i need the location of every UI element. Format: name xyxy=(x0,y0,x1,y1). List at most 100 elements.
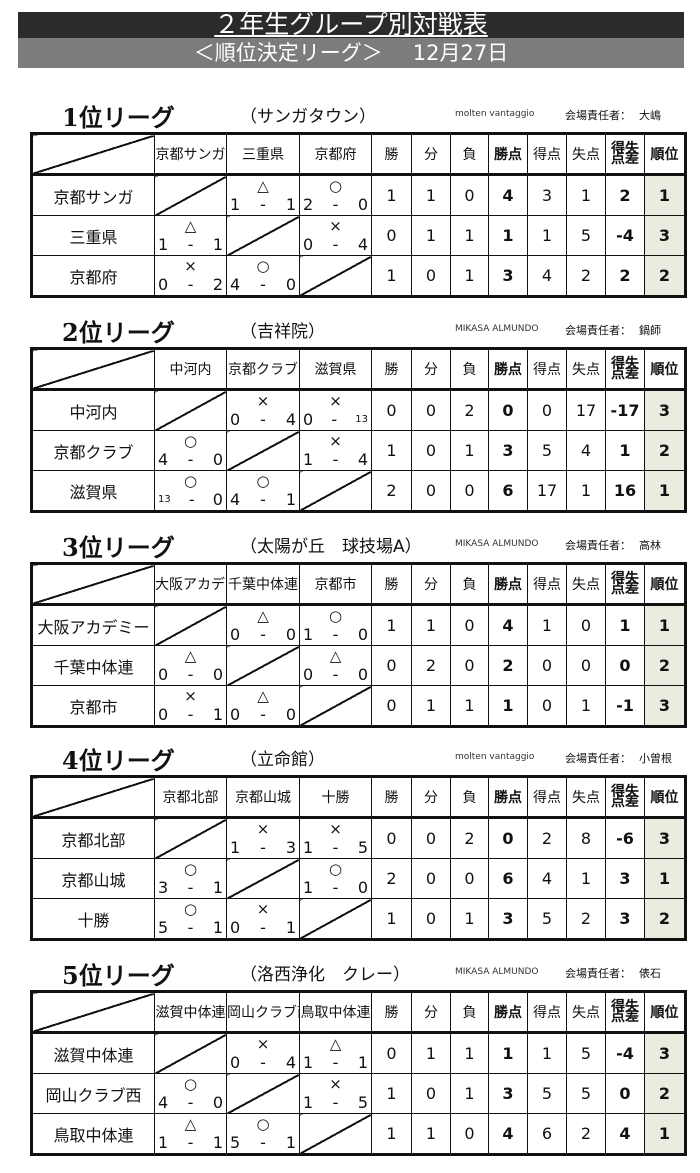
goals-for: 0 xyxy=(230,705,241,724)
column-header-win: 勝 xyxy=(371,348,412,390)
goals-for: 4 xyxy=(158,450,169,469)
self-match-cell xyxy=(154,1032,227,1074)
match-score: 5-1 xyxy=(158,919,223,937)
goals-against: 0 xyxy=(357,878,368,897)
table-row: 京都府 × 0-2 ○ 4-0 1 0 1 3 4 2 2 2 xyxy=(31,255,686,297)
header-row: 滋賀中体連岡山クラブ西鳥取中体連勝分負勝点得点失点得失点差順位 xyxy=(31,991,686,1033)
match-score: 0-0 xyxy=(230,626,296,644)
score-dash: - xyxy=(187,1093,194,1112)
stat-gd: 3 xyxy=(605,898,645,940)
goals-against: 1 xyxy=(212,235,223,254)
match-score: 0-0 xyxy=(303,666,368,684)
column-header-win: 勝 xyxy=(371,133,412,175)
match-result: × 1-5 xyxy=(299,1073,372,1114)
match-score: 1-4 xyxy=(303,451,368,469)
match-result: × 0-4 xyxy=(226,1032,300,1074)
stat-points: 3 xyxy=(488,255,528,297)
goals-for: 0 xyxy=(158,705,169,724)
stat-points: 4 xyxy=(488,174,528,216)
stat-gf: 1 xyxy=(527,1032,567,1074)
score-dash: - xyxy=(260,1053,266,1072)
goals-for: 0 xyxy=(230,1053,241,1072)
stat-draw: 0 xyxy=(411,389,451,431)
self-match-cell xyxy=(299,470,372,512)
stat-points: 4 xyxy=(488,1113,528,1155)
result-mark: × xyxy=(256,820,270,838)
match-result: ○ 5-1 xyxy=(154,898,227,940)
goals-for: 1 xyxy=(230,838,241,857)
page-title-bar: ２年生グループ別対戦表 xyxy=(18,12,684,38)
match-score: 0- 13 xyxy=(303,411,368,429)
stat-gd: -4 xyxy=(605,215,645,256)
result-mark: ○ xyxy=(183,860,198,878)
result-mark: × xyxy=(256,900,270,918)
venue-manager: 会場責任者： 大嶋 xyxy=(565,107,661,123)
score-dash: - xyxy=(260,838,266,857)
match-score: 0-0 xyxy=(230,706,296,724)
league-section: 4位リーグ （立命館） molten vantaggio 会場責任者： 小曽根 京都北部京… xyxy=(0,743,700,943)
score-dash: - xyxy=(260,625,266,644)
stat-loss: 0 xyxy=(450,645,489,686)
stat-gd: -6 xyxy=(605,817,645,859)
column-header-ga: 失点 xyxy=(566,133,606,175)
match-score: 4-0 xyxy=(158,1094,223,1112)
column-header-draw: 分 xyxy=(411,776,451,818)
corner-cell xyxy=(31,991,155,1033)
table-row: 滋賀県 ○ 13-0 ○ 4-1 2 0 0 6 17 1 16 1 xyxy=(31,470,686,512)
score-dash: - xyxy=(260,490,266,509)
goals-for: 1 xyxy=(158,1133,169,1152)
stat-loss: 1 xyxy=(450,1073,489,1114)
result-mark: △ xyxy=(329,1035,342,1053)
league-title: 3位リーグ xyxy=(62,533,175,562)
match-ball: MIKASA ALMUNDO xyxy=(455,324,539,334)
match-result: △ 0-0 xyxy=(154,645,227,686)
score-dash: - xyxy=(187,450,194,469)
league-venue: （立命館） xyxy=(240,750,325,770)
stat-points: 6 xyxy=(488,858,528,899)
result-mark: × xyxy=(329,432,342,450)
match-result: △ 0-0 xyxy=(299,645,372,686)
goals-against: 0 xyxy=(285,705,296,724)
score-dash: - xyxy=(332,625,339,644)
result-mark: ○ xyxy=(183,900,198,918)
goals-against: 0 xyxy=(212,1093,223,1112)
stat-points: 3 xyxy=(488,430,528,471)
stat-gf: 0 xyxy=(527,685,567,727)
stat-win: 2 xyxy=(371,858,412,899)
stat-win: 0 xyxy=(371,685,412,727)
team-name: 京都サンガ xyxy=(31,174,155,216)
opponent-header: 十勝 xyxy=(299,776,372,818)
stat-gf: 4 xyxy=(527,858,567,899)
stat-win: 2 xyxy=(371,470,412,512)
score-dash: - xyxy=(260,918,266,937)
match-result: ○ 4-0 xyxy=(154,430,227,471)
stat-points: 1 xyxy=(488,215,528,256)
column-header-rank: 順位 xyxy=(644,991,686,1033)
stat-gd: -17 xyxy=(605,389,645,431)
result-mark: ○ xyxy=(256,257,270,275)
corner-cell xyxy=(31,348,155,390)
column-header-points: 勝点 xyxy=(488,563,528,605)
table-row: 京都市 × 0-1 △ 0-0 0 1 1 1 0 1 -1 3 xyxy=(31,685,686,727)
stat-ga: 0 xyxy=(566,645,606,686)
match-result: × 0-1 xyxy=(226,898,300,940)
league-venue: （サンガタウン） xyxy=(240,107,376,127)
stat-rank: 1 xyxy=(644,470,686,512)
stat-gd: 0 xyxy=(605,645,645,686)
manager-label: 会場責任者： xyxy=(565,752,631,765)
score-dash: - xyxy=(332,450,339,469)
stat-draw: 1 xyxy=(411,604,451,646)
result-mark: ○ xyxy=(328,177,343,195)
stat-gd: 2 xyxy=(605,255,645,297)
match-score: 1-1 xyxy=(158,236,223,254)
match-result: × 0-1 xyxy=(154,685,227,727)
opponent-header: 京都北部 xyxy=(154,776,227,818)
goals-against: 0 xyxy=(212,490,223,509)
column-header-rank: 順位 xyxy=(644,348,686,390)
stat-rank: 3 xyxy=(644,215,686,256)
manager-name: 大嶋 xyxy=(639,109,661,122)
match-score: 0-0 xyxy=(158,666,223,684)
stat-loss: 2 xyxy=(450,389,489,431)
table-row: 岡山クラブ西 ○ 4-0 × 1-5 1 0 1 3 5 5 0 2 xyxy=(31,1073,686,1114)
score-dash: - xyxy=(187,275,194,294)
